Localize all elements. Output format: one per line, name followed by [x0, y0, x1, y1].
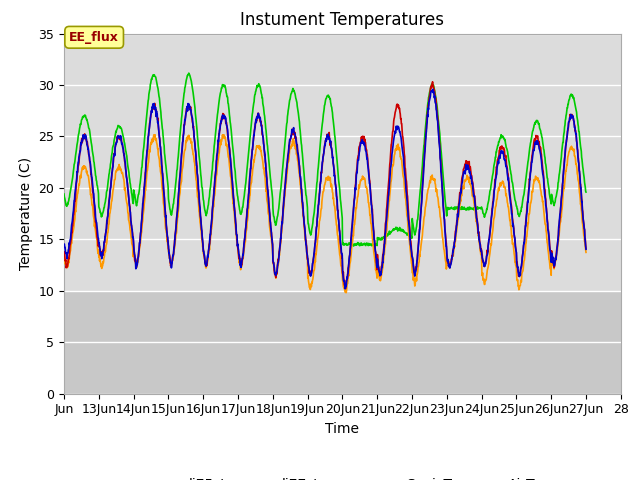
SonicT: [370, 243, 378, 249]
AirT: [582, 250, 590, 255]
SonicT: [521, 185, 529, 191]
AirT: [177, 183, 184, 189]
X-axis label: Time: Time: [325, 422, 360, 436]
li77_temp: [164, 234, 172, 240]
SonicT: [60, 191, 68, 197]
li77_temp: [521, 235, 529, 240]
li77_temp: [582, 246, 590, 252]
SonicT: [475, 205, 483, 211]
Bar: [64, 291, 621, 394]
AirT: [475, 232, 483, 238]
Line: SonicT: SonicT: [64, 73, 586, 246]
Legend: li75_t, li77_temp, SonicT, AirT: li75_t, li77_temp, SonicT, AirT: [144, 472, 541, 480]
li75_t: [164, 234, 172, 240]
SonicT: [176, 131, 184, 137]
AirT: [164, 242, 172, 248]
AirT: [342, 290, 349, 296]
li77_temp: [176, 172, 184, 178]
SonicT: [406, 235, 414, 240]
li77_temp: [60, 241, 68, 247]
li75_t: [475, 229, 483, 235]
li75_t: [582, 246, 590, 252]
AirT: [235, 255, 243, 261]
li75_t: [60, 250, 68, 255]
li75_t: [235, 249, 243, 255]
li75_t: [521, 233, 529, 239]
AirT: [521, 254, 529, 260]
li75_t: [342, 286, 349, 291]
SonicT: [185, 70, 193, 76]
Title: Instument Temperatures: Instument Temperatures: [241, 11, 444, 29]
li77_temp: [341, 286, 349, 292]
AirT: [406, 248, 414, 254]
li75_t: [429, 79, 436, 84]
li77_temp: [235, 247, 243, 252]
Text: EE_flux: EE_flux: [69, 31, 119, 44]
li77_temp: [429, 86, 436, 92]
li75_t: [406, 229, 414, 235]
li77_temp: [475, 231, 483, 237]
Line: li77_temp: li77_temp: [64, 89, 586, 289]
Y-axis label: Temperature (C): Temperature (C): [19, 157, 33, 270]
SonicT: [164, 178, 172, 183]
AirT: [151, 132, 159, 138]
Line: li75_t: li75_t: [64, 82, 586, 288]
AirT: [60, 254, 68, 260]
li77_temp: [406, 236, 414, 241]
SonicT: [582, 189, 590, 195]
SonicT: [235, 202, 243, 208]
li75_t: [176, 172, 184, 178]
Line: AirT: AirT: [64, 135, 586, 293]
